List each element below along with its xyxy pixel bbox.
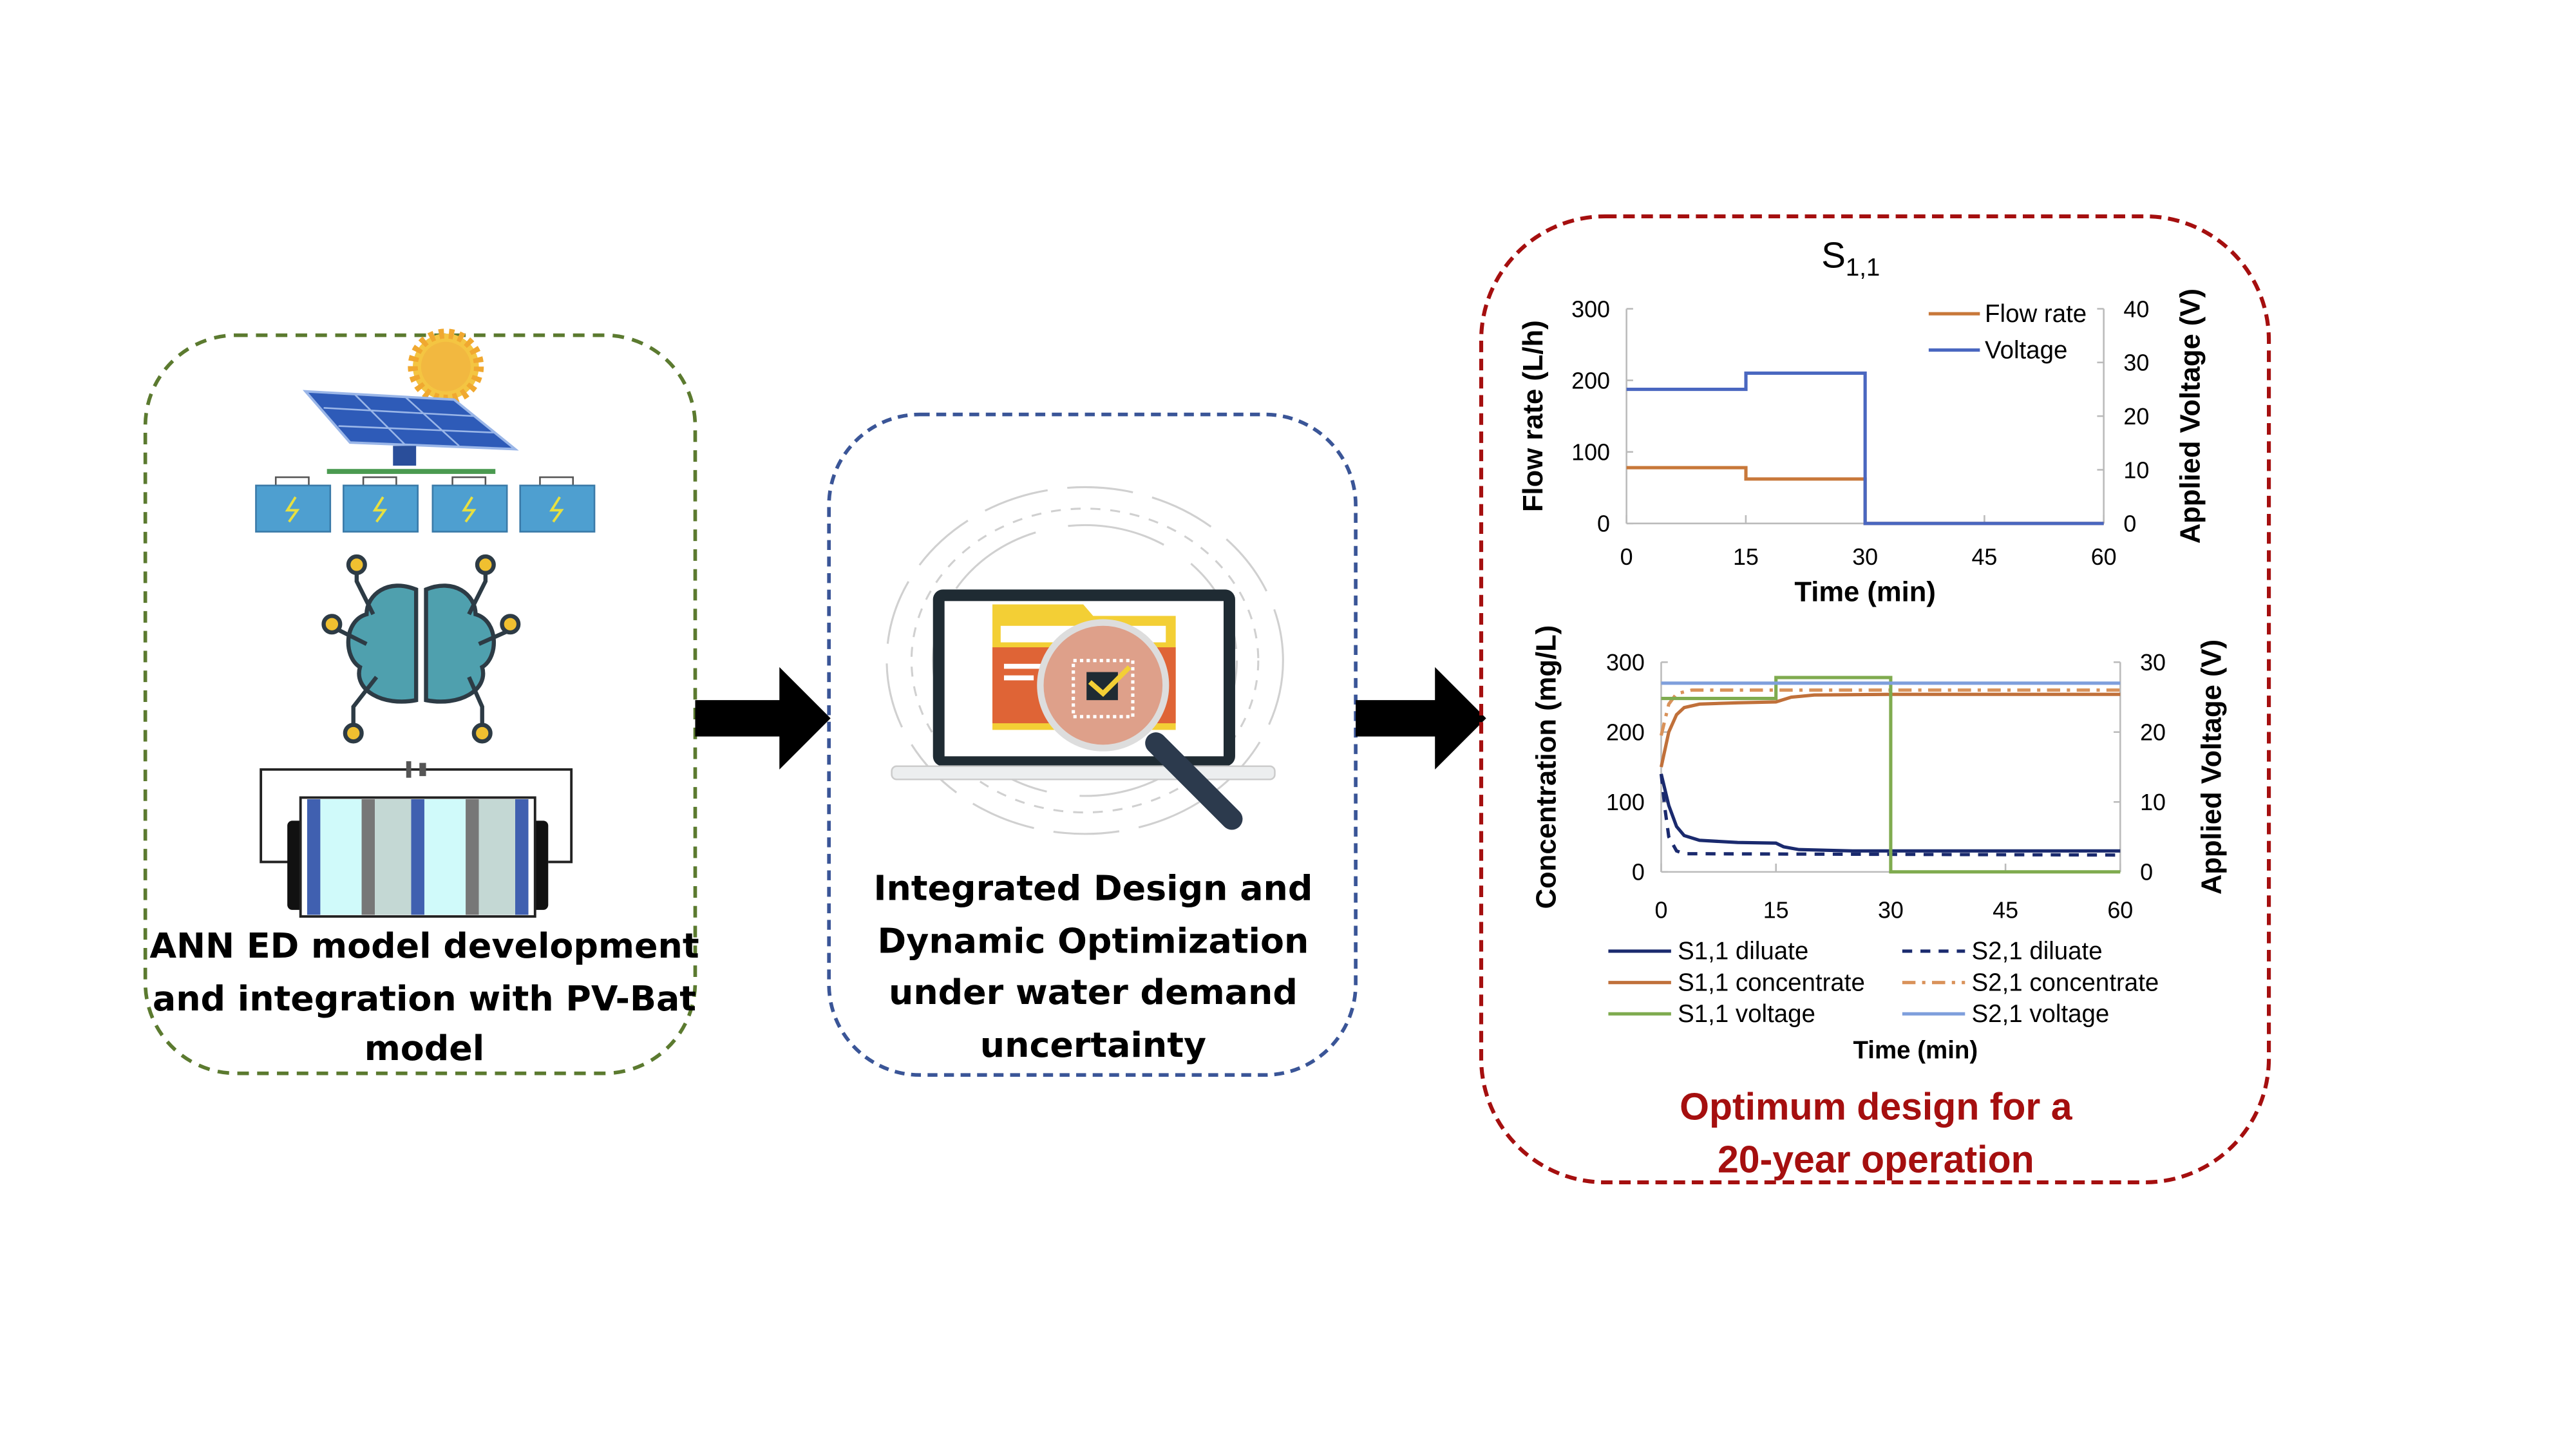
left-caption-line-3: model [365,1028,485,1068]
x-tick-label: 15 [1763,898,1789,923]
series-line-s2-1-concentrate [1659,688,2121,736]
y-axis-title-right: Applied Voltage (V) [2175,289,2206,544]
battery-terminal [539,476,574,487]
flow-arrow-2 [1356,667,1486,770]
right-panel-border [1479,214,2271,1184]
brain-network-icon [321,554,521,744]
x-tick-label: 60 [2107,898,2133,923]
sun-icon [408,328,484,405]
right-caption-line-2: 20-year operation [1718,1139,2034,1181]
electrodialysis-stack-icon [260,761,573,918]
legend-label: S2,1 voltage [1972,1000,2110,1028]
middle-caption-line-2: Dynamic Optimization [878,920,1309,961]
title-main: S [1821,234,1846,275]
battery-cell [519,484,596,533]
y2-tick-label: 20 [2123,404,2149,430]
series-line-voltage [1626,371,2104,526]
left-panel-border [143,333,697,1075]
lightning-icon [372,496,388,523]
left-caption-line-2: and integration with PV-Bat [153,978,696,1019]
series-line-s1-1-voltage [1661,676,2121,874]
chart-1-title: S1,1 [1821,234,1880,281]
legend-label: Flow rate [1985,300,2087,328]
x-tick-label: 0 [1620,544,1633,570]
concentration-voltage-chart: 0 15 30 45 60 0 100 200 300 0 10 20 30 Concentration … [1531,625,2227,1065]
y2-tick-label: 30 [2140,650,2166,676]
flow-arrow-1 [695,667,831,770]
y-tick-label: 0 [1632,860,1645,886]
y2-tick-label: 10 [2123,457,2149,483]
battery-terminal [451,476,487,487]
legend-label: S2,1 diluate [1972,938,2103,965]
x-tick-label: 0 [1655,898,1668,923]
y-tick-label: 300 [1571,296,1610,322]
x-tick-label: 30 [1852,544,1878,570]
y2-tick-label: 0 [2140,860,2153,886]
x-tick-label: 15 [1733,544,1759,570]
middle-caption-line-4: uncertainty [980,1025,1206,1065]
y-tick-label: 0 [1597,511,1610,537]
y-axis-title-left: Concentration (mg/L) [1531,625,1562,909]
battery-terminal [362,476,397,487]
y2-tick-label: 10 [2140,790,2166,815]
legend-label: S1,1 diluate [1678,938,1808,965]
x-axis-title: Time (min) [1794,576,1936,607]
solar-panel-icon [302,390,519,474]
legend-label: Voltage [1985,336,2067,364]
y-tick-label: 300 [1606,650,1645,676]
battery-cell [343,484,419,533]
left-caption-line-1: ANN ED model development [149,925,699,966]
y-tick-label: 200 [1571,368,1610,393]
x-axis-title: Time (min) [1853,1037,1978,1065]
battery-bank-icon [255,476,596,533]
legend-label: S1,1 voltage [1678,1000,1815,1028]
middle-panel-border [827,412,1358,1077]
series-line-s1-1-diluate [1659,773,2121,853]
title-subscript: 1,1 [1846,254,1880,281]
battery-cell [255,484,332,533]
legend-label: S2,1 concentrate [1972,969,2159,996]
legend-label: S1,1 concentrate [1678,969,1865,996]
middle-caption-line-1: Integrated Design and [873,867,1312,908]
x-tick-label: 60 [2091,544,2117,570]
y-tick-label: 100 [1571,440,1610,466]
battery-terminal [274,476,310,487]
y-tick-label: 200 [1606,720,1645,746]
lightning-icon [462,496,477,523]
battery-cell [431,484,508,533]
right-caption-line-1: Optimum design for a [1680,1086,2073,1128]
y-axis-title-left: Flow rate (L/h) [1518,320,1549,512]
x-tick-label: 45 [1971,544,1997,570]
y2-tick-label: 30 [2123,350,2149,376]
x-tick-label: 30 [1878,898,1904,923]
y-axis-title-right: Applied Voltage (V) [2197,639,2228,895]
y-tick-label: 100 [1606,790,1645,815]
lightning-icon [285,496,300,523]
lightning-icon [549,496,564,523]
middle-caption-line-3: under water demand [889,972,1298,1012]
magnifier-check-icon [1037,619,1243,830]
y2-tick-label: 40 [2123,296,2149,322]
y2-tick-label: 0 [2123,511,2136,537]
x-tick-label: 45 [1993,898,2018,923]
y2-tick-label: 20 [2140,720,2166,746]
series-line-s1-1-concentrate [1659,692,2121,768]
